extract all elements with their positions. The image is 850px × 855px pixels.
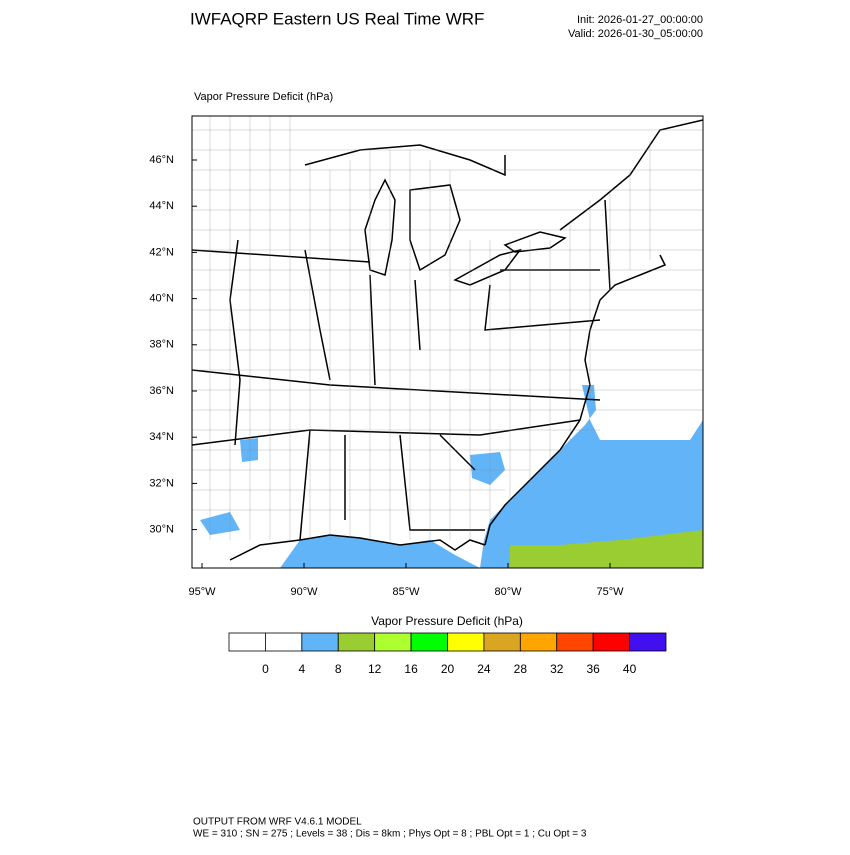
map: 46°N 44°N 42°N 40°N 38°N 36°N 34°N 32°N 30°N 95°W… — [149, 115, 704, 598]
lat-label: 40°N — [149, 293, 174, 305]
map-frame — [191, 115, 704, 569]
colorbar-tick-label: 0 — [262, 662, 269, 676]
color-box — [592, 632, 630, 652]
footer-line: WE = 310 ; SN = 275 ; Levels = 38 ; Dis … — [193, 829, 587, 840]
vpd-area — [510, 530, 703, 568]
colorbar-tick-label: 8 — [335, 662, 342, 676]
lake-ontario — [503, 231, 567, 253]
title: IWFAQRP Eastern US Real Time WRF — [190, 9, 484, 28]
color-box — [629, 632, 667, 652]
lat-label: 44°N — [149, 200, 174, 212]
color-box — [301, 632, 339, 652]
color-box — [519, 632, 558, 652]
colorbar-tick-label: 16 — [404, 662, 418, 676]
colorbar-tick-label: 4 — [298, 662, 305, 676]
map-label: Vapor Pressure Deficit (hPa) — [194, 91, 333, 103]
lat-label: 30°N — [149, 524, 174, 536]
lat-label: 34°N — [149, 431, 174, 443]
lat-label: 46°N — [149, 154, 174, 166]
colorbar-tick-label: 12 — [368, 662, 382, 676]
lat-label: 32°N — [149, 477, 174, 489]
colorbar-tick-label: 36 — [586, 662, 600, 676]
lon-label: 85°W — [392, 586, 420, 598]
colorbar-title: Vapor Pressure Deficit (hPa) — [371, 614, 523, 628]
lon-label: 75°W — [596, 586, 624, 598]
colorbar-tick-label: 32 — [550, 662, 564, 676]
colorbar-tick-label: 24 — [477, 662, 491, 676]
color-box — [374, 632, 412, 652]
color-box — [228, 632, 266, 652]
lake-erie — [453, 248, 522, 286]
colorbar-tick-label: 40 — [623, 662, 637, 676]
counties — [192, 116, 703, 540]
ocean — [480, 385, 703, 568]
lat-label: 36°N — [149, 385, 174, 397]
gulf — [280, 535, 480, 568]
colorbar-tick-label: 28 — [514, 662, 528, 676]
lat-label: 42°N — [149, 246, 174, 258]
color-box — [410, 632, 448, 652]
color-box — [337, 632, 376, 652]
color-box — [265, 632, 303, 652]
vpd-area — [470, 452, 505, 485]
lon-label: 95°W — [188, 586, 216, 598]
color-box — [556, 632, 594, 652]
lon-label: 90°W — [290, 586, 318, 598]
init-time: Init: 2026-01-27_00:00:00 — [577, 14, 703, 26]
footer-line: OUTPUT FROM WRF V4.6.1 MODEL — [193, 817, 362, 828]
lon-label: 80°W — [494, 586, 522, 598]
colorbar: Vapor Pressure Deficit (hPa) 0 4 8 12 16 20 24… — [228, 614, 667, 676]
color-box — [483, 632, 521, 652]
lat-label: 38°N — [149, 339, 174, 351]
vpd-area — [200, 438, 258, 535]
valid-time: Valid: 2026-01-30_05:00:00 — [568, 28, 703, 40]
color-box — [447, 632, 485, 652]
colorbar-tick-label: 20 — [441, 662, 455, 676]
